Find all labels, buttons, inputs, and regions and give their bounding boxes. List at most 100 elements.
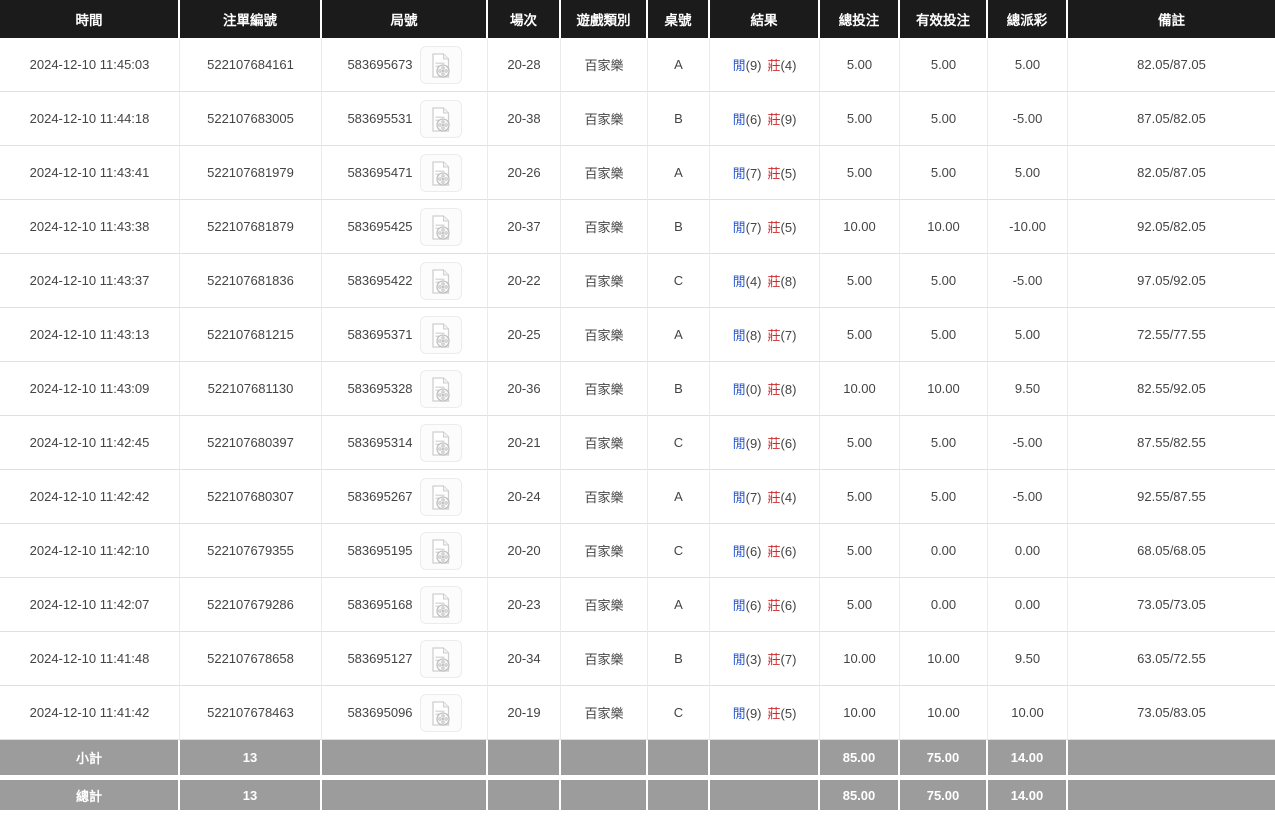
round-cell: 583695471	[322, 146, 488, 200]
payout-cell: -5.00	[988, 470, 1068, 524]
round-cell: 583695168	[322, 578, 488, 632]
round-number: 583695328	[347, 381, 413, 396]
video-file-icon	[428, 52, 453, 79]
total-bet-cell: 5.00	[820, 416, 900, 470]
round-wrap: 583695168	[326, 585, 483, 624]
column-header-time: 時間	[0, 0, 180, 38]
valid-bet-cell: 10.00	[900, 200, 988, 254]
round-wrap: 583695471	[326, 153, 483, 192]
video-replay-button[interactable]	[419, 531, 462, 570]
table-header: 時間 注單編號 局號 場次 遊戲類別 桌號 結果 總投注 有效投注 總派彩 備註	[0, 0, 1275, 38]
video-replay-button[interactable]	[419, 207, 462, 246]
bet-id-cell: 522107681130	[180, 362, 322, 416]
remark-cell: 92.55/87.55	[1068, 470, 1275, 524]
player-score: (0)	[745, 382, 762, 397]
table-number-cell: C	[648, 254, 710, 308]
table-row: 2024-12-10 11:42:10 522107679355 5836951…	[0, 524, 1275, 578]
round-number: 583695267	[347, 489, 413, 504]
round-number: 583695471	[347, 165, 413, 180]
time-cell: 2024-12-10 11:42:45	[0, 416, 180, 470]
video-file-icon	[428, 646, 453, 673]
time-cell: 2024-12-10 11:42:10	[0, 524, 180, 578]
summary-empty-result	[710, 740, 820, 775]
summary-valid-bet-cell: 75.00	[900, 740, 988, 775]
video-replay-button[interactable]	[419, 369, 462, 408]
banker-label: 莊	[767, 220, 781, 235]
total-bet-cell: 5.00	[820, 146, 900, 200]
table-row: 2024-12-10 11:42:45 522107680397 5836953…	[0, 416, 1275, 470]
result-cell: 閒(6) 莊(6)	[710, 524, 820, 578]
time-cell: 2024-12-10 11:44:18	[0, 92, 180, 146]
player-label: 閒	[732, 220, 746, 235]
player-label: 閒	[732, 58, 746, 73]
banker-label: 莊	[767, 544, 781, 559]
summary-total-bet-cell: 85.00	[820, 740, 900, 775]
game-type-cell: 百家樂	[561, 92, 648, 146]
session-cell: 20-34	[488, 632, 561, 686]
banker-score: (4)	[780, 490, 797, 505]
column-header-bet_id: 注單編號	[180, 0, 322, 38]
result-cell: 閒(6) 莊(6)	[710, 578, 820, 632]
video-replay-button[interactable]	[419, 99, 462, 138]
session-cell: 20-23	[488, 578, 561, 632]
total-bet-cell: 5.00	[820, 470, 900, 524]
video-file-icon	[428, 160, 453, 187]
banker-label: 莊	[767, 166, 781, 181]
bet-id-cell: 522107679355	[180, 524, 322, 578]
player-label: 閒	[732, 490, 746, 505]
banker-label: 莊	[767, 112, 781, 127]
video-replay-button[interactable]	[419, 693, 462, 732]
round-wrap: 583695531	[326, 99, 483, 138]
video-replay-button[interactable]	[419, 153, 462, 192]
valid-bet-cell: 10.00	[900, 362, 988, 416]
game-type-cell: 百家樂	[561, 470, 648, 524]
column-header-session: 場次	[488, 0, 561, 38]
player-label: 閒	[732, 166, 746, 181]
result-cell: 閒(9) 莊(4)	[710, 38, 820, 92]
round-number: 583695422	[347, 273, 413, 288]
game-type-cell: 百家樂	[561, 38, 648, 92]
banker-label: 莊	[767, 382, 781, 397]
video-replay-button[interactable]	[419, 477, 462, 516]
player-score: (6)	[745, 112, 762, 127]
total-bet-cell: 5.00	[820, 524, 900, 578]
remark-cell: 68.05/68.05	[1068, 524, 1275, 578]
video-replay-button[interactable]	[419, 585, 462, 624]
total-bet-cell: 10.00	[820, 632, 900, 686]
player-score: (7)	[745, 166, 762, 181]
column-header-total_bet: 總投注	[820, 0, 900, 38]
round-cell: 583695096	[322, 686, 488, 740]
table-number-cell: C	[648, 686, 710, 740]
summary-count-cell: 13	[180, 775, 322, 810]
valid-bet-cell: 5.00	[900, 38, 988, 92]
video-replay-button[interactable]	[419, 315, 462, 354]
remark-cell: 97.05/92.05	[1068, 254, 1275, 308]
banker-score: (9)	[780, 112, 797, 127]
column-header-result: 結果	[710, 0, 820, 38]
player-score: (7)	[745, 490, 762, 505]
video-file-icon	[428, 322, 453, 349]
banker-score: (4)	[780, 58, 797, 73]
banker-score: (8)	[780, 382, 797, 397]
player-score: (9)	[745, 706, 762, 721]
round-wrap: 583695195	[326, 531, 483, 570]
summary-label-cell: 小計	[0, 740, 180, 775]
video-replay-button[interactable]	[419, 423, 462, 462]
video-replay-button[interactable]	[419, 639, 462, 678]
video-replay-button[interactable]	[419, 261, 462, 300]
remark-cell: 82.05/87.05	[1068, 38, 1275, 92]
banker-score: (5)	[780, 166, 797, 181]
payout-cell: -5.00	[988, 92, 1068, 146]
time-cell: 2024-12-10 11:43:37	[0, 254, 180, 308]
table-number-cell: B	[648, 632, 710, 686]
payout-cell: 10.00	[988, 686, 1068, 740]
banker-label: 莊	[767, 598, 781, 613]
video-file-icon	[428, 376, 453, 403]
result-cell: 閒(9) 莊(6)	[710, 416, 820, 470]
video-file-icon	[428, 106, 453, 133]
video-replay-button[interactable]	[419, 45, 462, 84]
video-file-icon	[428, 700, 453, 727]
session-cell: 20-25	[488, 308, 561, 362]
round-wrap: 583695371	[326, 315, 483, 354]
time-cell: 2024-12-10 11:42:42	[0, 470, 180, 524]
